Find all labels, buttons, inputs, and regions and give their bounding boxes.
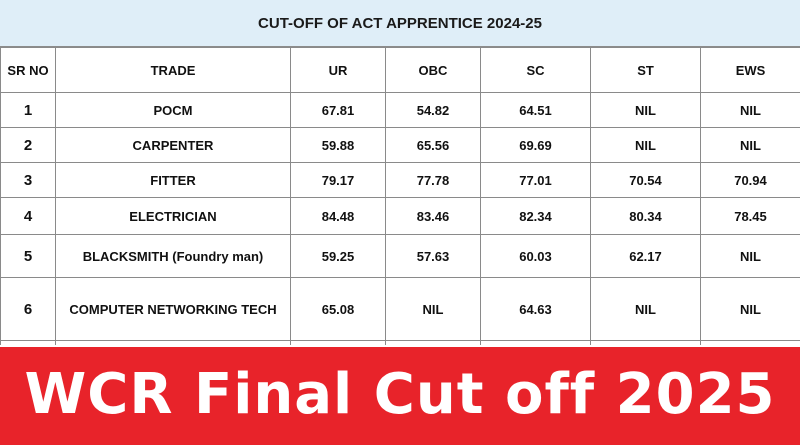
table-row: 1 POCM 67.81 54.82 64.51 NIL NIL <box>0 92 800 128</box>
header-ews: EWS <box>700 47 800 93</box>
cell-obc: 65.56 <box>385 127 481 163</box>
cell-ews: NIL <box>700 277 800 341</box>
cell-ur: 79.17 <box>290 162 386 198</box>
cutoff-table: SR NO TRADE UR OBC SC ST EWS 1 POCM 67.8… <box>0 47 800 372</box>
cell-sr-no: 1 <box>0 92 56 128</box>
table-row: 5 BLACKSMITH (Foundry man) 59.25 57.63 6… <box>0 234 800 278</box>
cell-sc: 64.51 <box>480 92 591 128</box>
headline-banner: WCR Final Cut off 2025 <box>0 345 800 445</box>
cell-obc: 57.63 <box>385 234 481 278</box>
cell-trade: FITTER <box>55 162 291 198</box>
table-row: 2 CARPENTER 59.88 65.56 69.69 NIL NIL <box>0 127 800 163</box>
cell-ur: 84.48 <box>290 197 386 235</box>
cell-obc: NIL <box>385 277 481 341</box>
sheet-title: CUT-OFF OF ACT APPRENTICE 2024-25 <box>0 0 800 47</box>
cell-obc: 54.82 <box>385 92 481 128</box>
cell-ur: 65.08 <box>290 277 386 341</box>
cell-trade: CARPENTER <box>55 127 291 163</box>
cell-ews: NIL <box>700 92 800 128</box>
cell-st: 62.17 <box>590 234 701 278</box>
header-row: SR NO TRADE UR OBC SC ST EWS <box>0 47 800 93</box>
cell-sr-no: 5 <box>0 234 56 278</box>
cell-ews: NIL <box>700 234 800 278</box>
cell-ur: 59.25 <box>290 234 386 278</box>
cell-trade: COMPUTER NETWORKING TECH <box>55 277 291 341</box>
header-trade: TRADE <box>55 47 291 93</box>
cell-sc: 77.01 <box>480 162 591 198</box>
header-st: ST <box>590 47 701 93</box>
cell-ur: 67.81 <box>290 92 386 128</box>
banner-headline: WCR Final Cut off 2025 <box>24 362 776 427</box>
cell-obc: 83.46 <box>385 197 481 235</box>
cell-st: NIL <box>590 127 701 163</box>
cell-ews: NIL <box>700 127 800 163</box>
table-row: 6 COMPUTER NETWORKING TECH 65.08 NIL 64.… <box>0 277 800 341</box>
cell-sr-no: 2 <box>0 127 56 163</box>
cell-st: NIL <box>590 92 701 128</box>
cell-trade: ELECTRICIAN <box>55 197 291 235</box>
cell-st: 80.34 <box>590 197 701 235</box>
table-row: 3 FITTER 79.17 77.78 77.01 70.54 70.94 <box>0 162 800 198</box>
header-sc: SC <box>480 47 591 93</box>
cell-sr-no: 6 <box>0 277 56 341</box>
cell-sc: 64.63 <box>480 277 591 341</box>
cell-sc: 69.69 <box>480 127 591 163</box>
table-row: 4 ELECTRICIAN 84.48 83.46 82.34 80.34 78… <box>0 197 800 235</box>
cell-sr-no: 3 <box>0 162 56 198</box>
header-obc: OBC <box>385 47 481 93</box>
cell-sc: 82.34 <box>480 197 591 235</box>
header-sr-no: SR NO <box>0 47 56 93</box>
cell-st: NIL <box>590 277 701 341</box>
cell-trade: BLACKSMITH (Foundry man) <box>55 234 291 278</box>
cell-sc: 60.03 <box>480 234 591 278</box>
cell-trade: POCM <box>55 92 291 128</box>
cell-ews: 78.45 <box>700 197 800 235</box>
cell-st: 70.54 <box>590 162 701 198</box>
header-ur: UR <box>290 47 386 93</box>
cell-ews: 70.94 <box>700 162 800 198</box>
cell-obc: 77.78 <box>385 162 481 198</box>
cell-ur: 59.88 <box>290 127 386 163</box>
cell-sr-no: 4 <box>0 197 56 235</box>
